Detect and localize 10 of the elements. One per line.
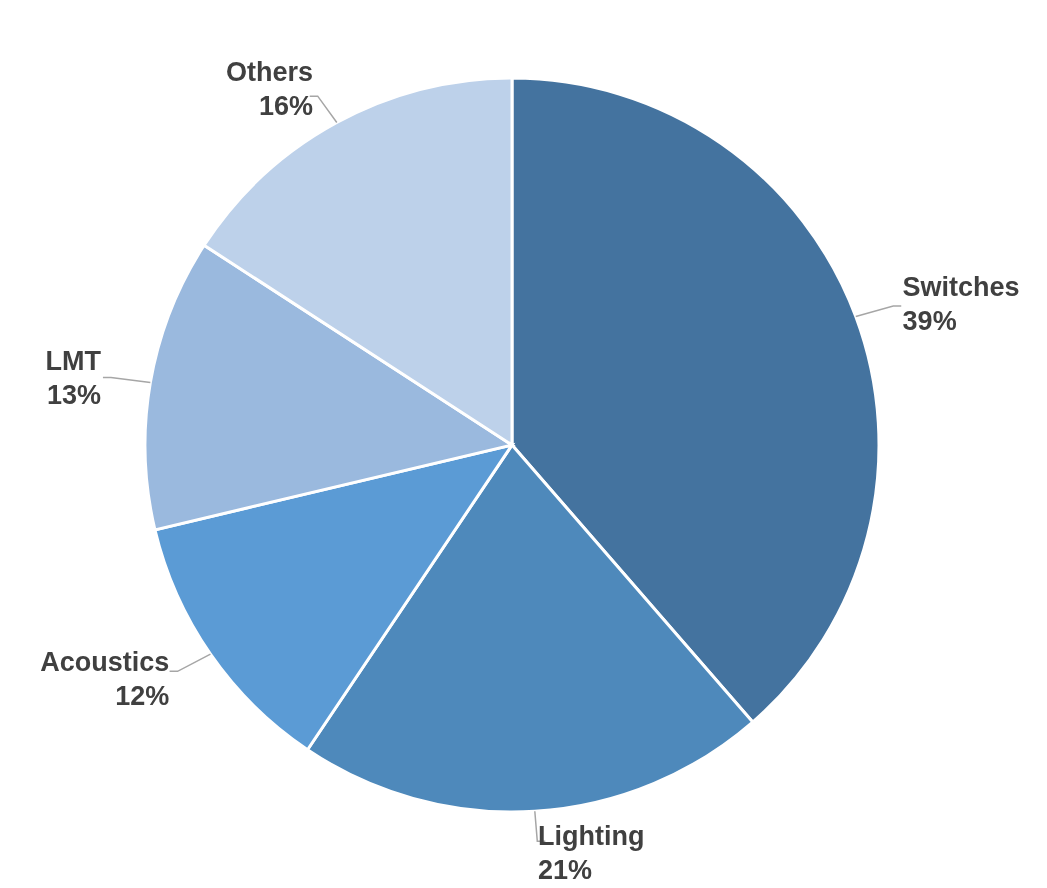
slice-label: LMT (45, 345, 102, 376)
data-label: 12% (115, 681, 170, 711)
slice-label: Others (225, 57, 313, 88)
slice-label: Acoustics (40, 647, 170, 677)
data-label: 13% (47, 379, 102, 410)
data-label: 39% (902, 306, 957, 337)
slice-label: Lighting (537, 821, 645, 852)
data-label: 16% (258, 91, 313, 122)
data-label: 21% (537, 855, 592, 886)
slice-label: Switches (902, 272, 1020, 303)
